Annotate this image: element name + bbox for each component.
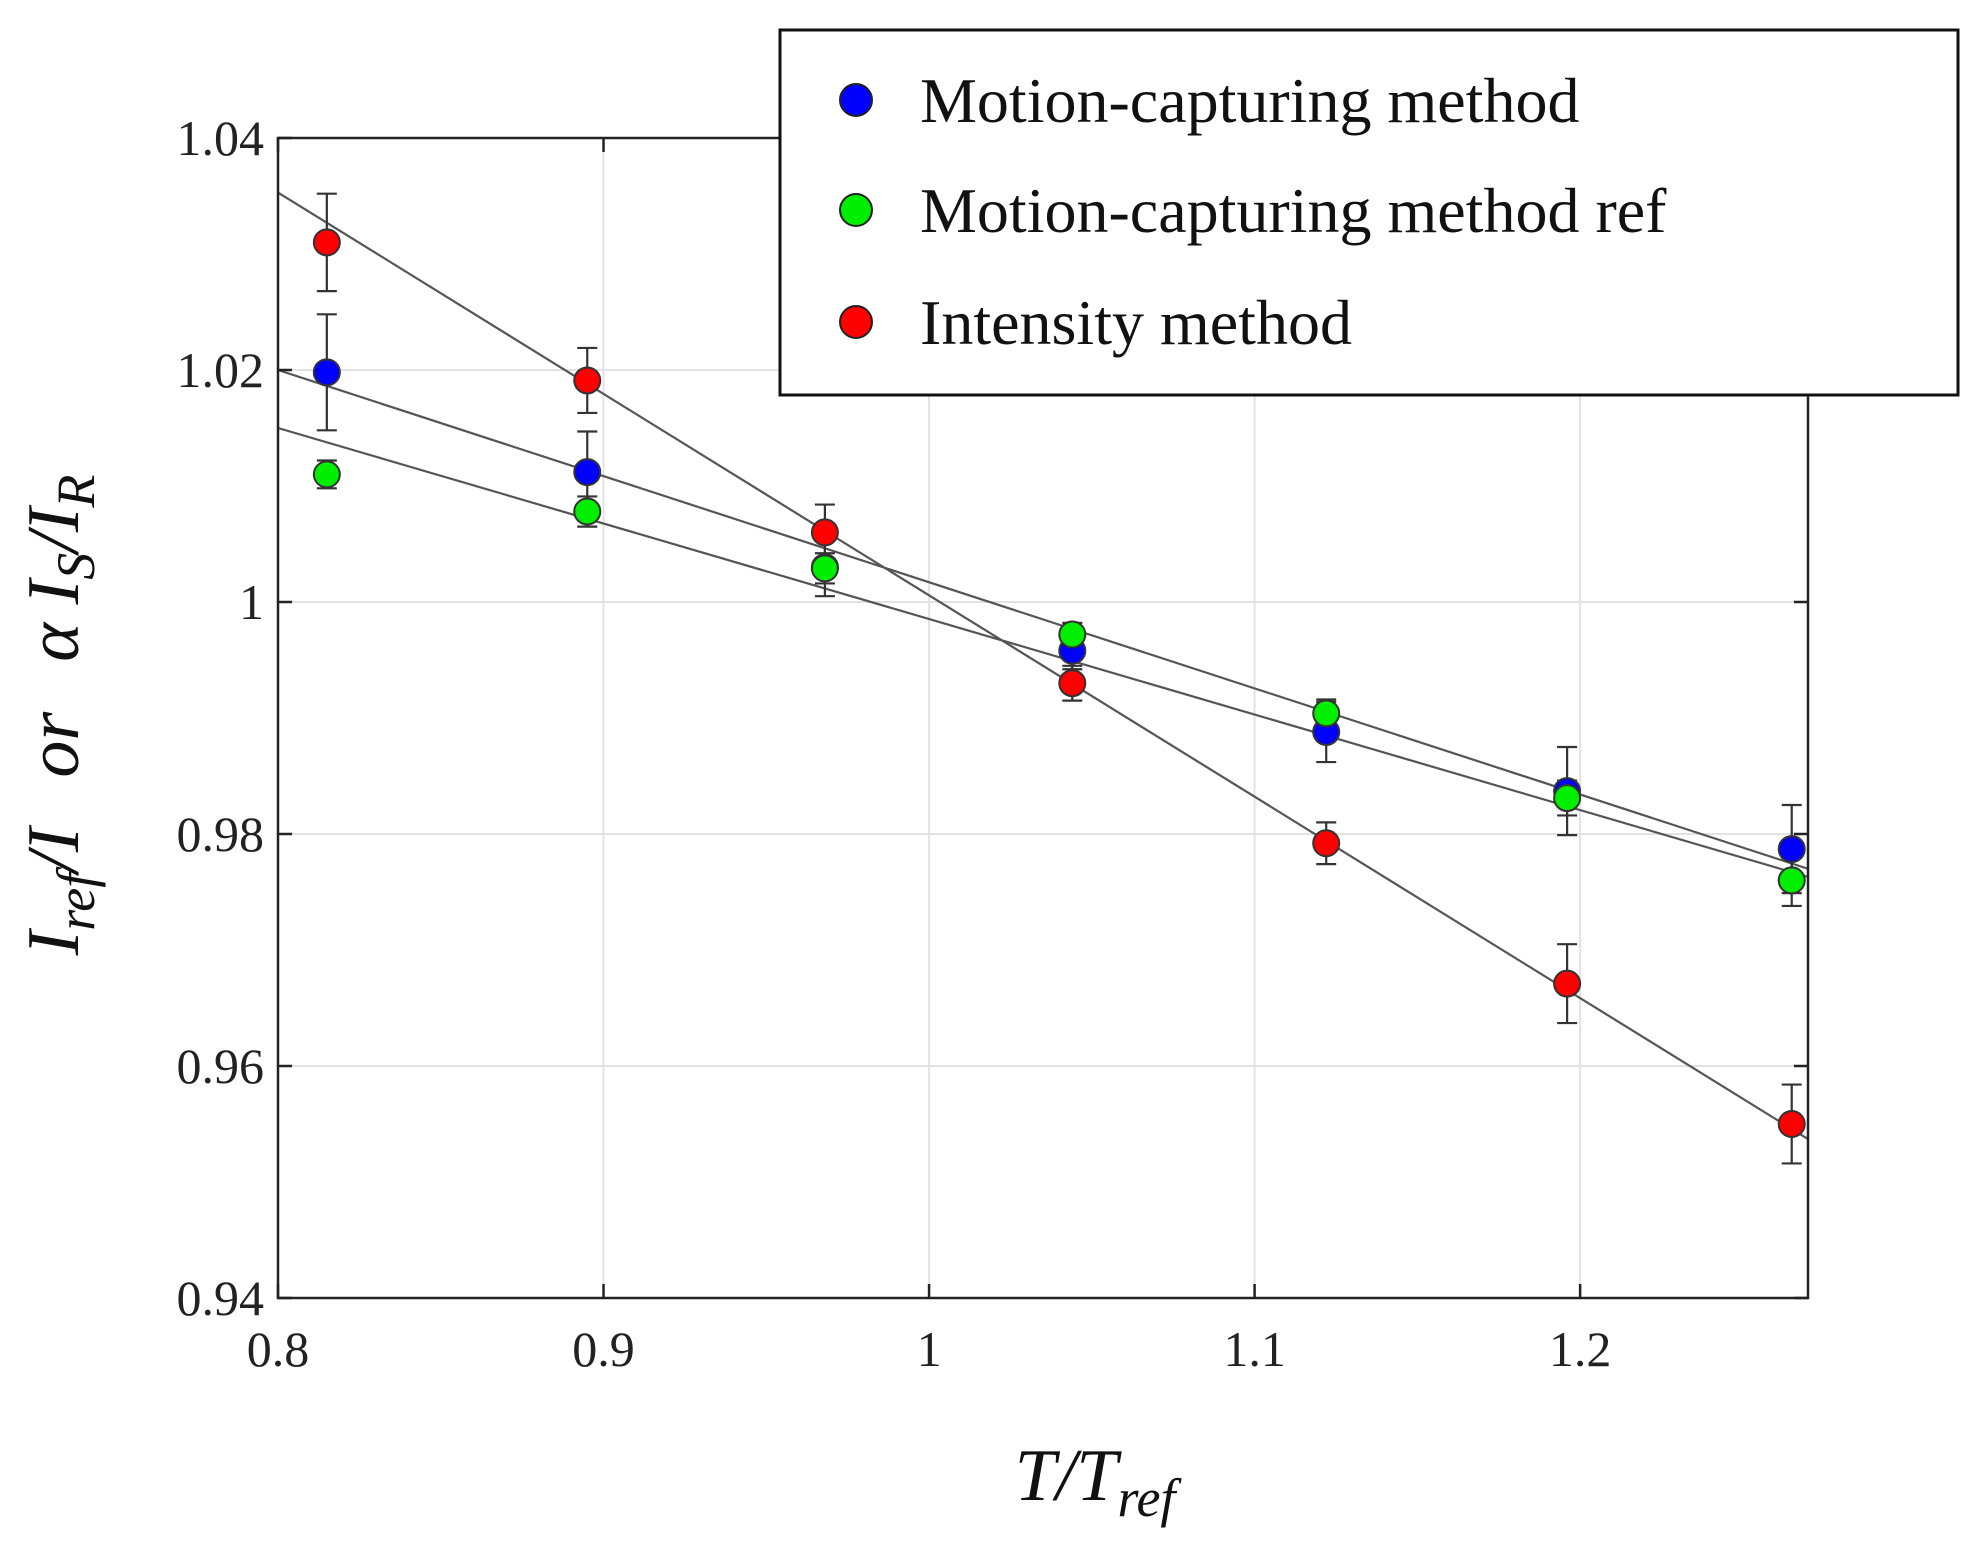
- legend-label-intensity: Intensity method: [920, 287, 1352, 358]
- data-point-series-1: [1058, 620, 1087, 649]
- x-tick-label: 0.9: [572, 1321, 635, 1377]
- y-tick-label: 1: [239, 574, 264, 630]
- y-tick-label: 1.02: [177, 342, 265, 398]
- data-point-series-1: [810, 554, 839, 583]
- y-tick-label: 1.04: [177, 110, 265, 166]
- data-point-series-1: [573, 497, 602, 526]
- data-point-series-2: [810, 518, 839, 547]
- fit-line-series-0: [277, 368, 1809, 870]
- data-point-series-2: [1058, 669, 1087, 698]
- x-tick-label: 1.2: [1549, 1321, 1612, 1377]
- axis-ticks: 0.8 0.9 1 1.1 1.2 0.94 0.96 0.98 1 1.02 1.04: [177, 110, 1808, 1377]
- data-point-series-1: [1553, 784, 1582, 813]
- y-tick-label: 0.98: [177, 806, 265, 862]
- legend-marker-intensity: [839, 305, 873, 339]
- legend-label-motion-capturing: Motion-capturing method: [920, 65, 1579, 136]
- legend-marker-motion-capturing-ref: [839, 193, 873, 227]
- data-point-series-2: [1553, 969, 1582, 998]
- data-point-series-0: [1777, 835, 1806, 864]
- data-points: [312, 228, 1806, 1138]
- y-axis-label: Iref/Iorα IS/IR: [13, 475, 106, 957]
- fit-lines: [277, 191, 1809, 1141]
- legend: Motion-capturing method Motion-capturing…: [778, 28, 1960, 397]
- data-point-series-2: [573, 366, 602, 395]
- y-tick-label: 0.94: [177, 1270, 265, 1326]
- data-point-series-1: [1777, 866, 1806, 895]
- data-point-series-0: [573, 458, 602, 487]
- legend-marker-motion-capturing: [839, 83, 873, 117]
- fit-line-series-1: [277, 426, 1809, 878]
- legend-label-motion-capturing-ref: Motion-capturing method ref: [920, 175, 1667, 246]
- data-point-series-1: [312, 460, 341, 489]
- x-tick-label: 1.1: [1223, 1321, 1286, 1377]
- x-axis-label: T/Tref: [1015, 1435, 1183, 1528]
- x-tick-label: 1: [917, 1321, 942, 1377]
- data-point-series-1: [1312, 699, 1341, 728]
- data-point-series-2: [1312, 829, 1341, 858]
- data-point-series-0: [312, 358, 341, 387]
- x-tick-label: 0.8: [247, 1321, 310, 1377]
- fit-line-series-2: [277, 191, 1809, 1141]
- data-point-series-2: [312, 228, 341, 257]
- legend-box: [778, 28, 1960, 397]
- data-point-series-2: [1777, 1110, 1806, 1138]
- y-tick-label: 0.96: [177, 1038, 265, 1094]
